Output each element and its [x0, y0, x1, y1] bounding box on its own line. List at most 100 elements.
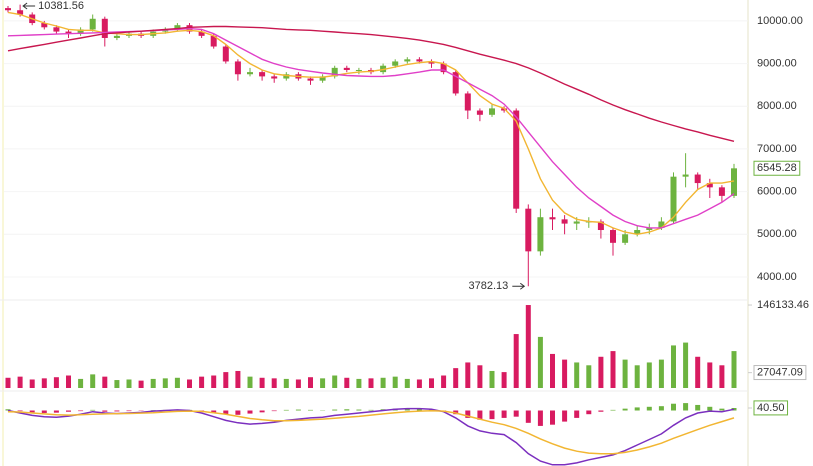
moving-average: [7, 11, 735, 236]
volume-bar: [308, 377, 313, 388]
candle-body: [610, 230, 616, 243]
macd-bar: [610, 409, 616, 411]
volume-bar: [646, 362, 652, 388]
candle-body: [452, 72, 459, 94]
macd-bar: [235, 410, 241, 415]
volume-bar: [671, 345, 676, 388]
macd-line: [7, 410, 735, 455]
candle-body: [101, 18, 108, 38]
macd-bar: [66, 410, 71, 412]
volume-bar: [719, 365, 725, 388]
volume-bar: [610, 351, 616, 388]
macd-bar: [114, 410, 120, 412]
volume-bar: [441, 375, 447, 388]
macd-bar: [356, 409, 362, 411]
macd-bar: [102, 410, 108, 412]
macd-bar: [29, 410, 35, 413]
volume-bar: [404, 378, 410, 388]
candle-body: [331, 67, 338, 77]
macd-bar: [477, 410, 483, 420]
macd-bar: [295, 409, 301, 411]
candle-body: [549, 217, 556, 220]
candle-body: [416, 59, 423, 62]
macd-bar: [646, 406, 652, 411]
candle-body: [440, 63, 447, 73]
candle-body: [392, 61, 399, 66]
candle-body: [247, 72, 253, 75]
macd-bar: [308, 409, 313, 411]
volume-bar: [586, 365, 592, 388]
volume-bar: [126, 379, 132, 388]
y-tick-label-box: [753, 400, 789, 416]
macd-bar: [525, 410, 531, 423]
volume-bar: [17, 376, 23, 388]
macd-bar: [78, 410, 84, 412]
volume-bar: [562, 359, 568, 388]
macd-bar: [501, 410, 507, 418]
high-annotation: 10381.56: [38, 0, 84, 12]
y-tick-label: 6000.00: [757, 186, 797, 198]
candle-body: [464, 93, 471, 111]
candle-body: [89, 18, 96, 30]
macd-bar: [247, 410, 253, 414]
volume-bar: [429, 378, 434, 388]
macd-bar: [211, 410, 217, 413]
y-tick-label: 10000.00: [757, 15, 803, 27]
volume-bar: [102, 376, 108, 388]
candle-body: [706, 183, 713, 188]
volume-bar: [138, 380, 144, 388]
volume-bar: [114, 380, 120, 388]
macd-bar: [719, 408, 725, 411]
low-arrow: [512, 282, 526, 290]
volume-bar: [66, 375, 71, 388]
volume-bar: [199, 376, 205, 388]
volume-bar: [501, 372, 507, 388]
macd-bar: [404, 408, 410, 411]
macd-bar: [707, 406, 713, 411]
volume-bar: [380, 377, 386, 388]
candle-body: [525, 208, 532, 252]
candle-body: [561, 219, 568, 224]
macd-bar: [731, 408, 737, 411]
volume-bar: [707, 362, 713, 388]
macd-bar: [332, 409, 338, 411]
macd-bar: [271, 410, 277, 412]
macd-bar: [683, 403, 689, 411]
candle-body: [283, 74, 290, 79]
candle-body: [573, 221, 580, 224]
volume-bar: [489, 370, 495, 388]
candle-body: [65, 31, 72, 34]
macd-bar: [489, 410, 495, 420]
candle-body: [259, 72, 266, 77]
last-price-label-box: [753, 160, 801, 176]
volume-bar: [53, 377, 59, 388]
macd-bar: [90, 409, 96, 411]
candle-body: [319, 76, 326, 81]
volume-bar: [513, 334, 519, 388]
candle-body: [670, 176, 677, 222]
volume-bar: [5, 377, 11, 388]
volume-bar: [477, 365, 483, 388]
candle-body: [646, 227, 653, 231]
macd-bar: [344, 409, 350, 411]
candle-body: [343, 67, 350, 70]
macd-bar: [537, 410, 543, 426]
y-tick-label: 146133.46: [757, 299, 809, 311]
volume-bar: [90, 374, 96, 388]
volume-bar: [658, 359, 664, 388]
y-tick-label: 40.50: [757, 402, 785, 414]
candle-body: [731, 168, 737, 196]
volume-bar: [416, 379, 422, 388]
volume-bar: [683, 342, 689, 388]
macd-bar: [17, 410, 23, 412]
candle-body: [634, 230, 641, 235]
volume-bar: [223, 372, 229, 388]
y-tick-label: 7000.00: [757, 143, 797, 155]
macd-bar: [465, 410, 471, 418]
candle-body: [597, 221, 604, 231]
candle-body: [355, 69, 362, 71]
candle-body: [718, 187, 725, 196]
